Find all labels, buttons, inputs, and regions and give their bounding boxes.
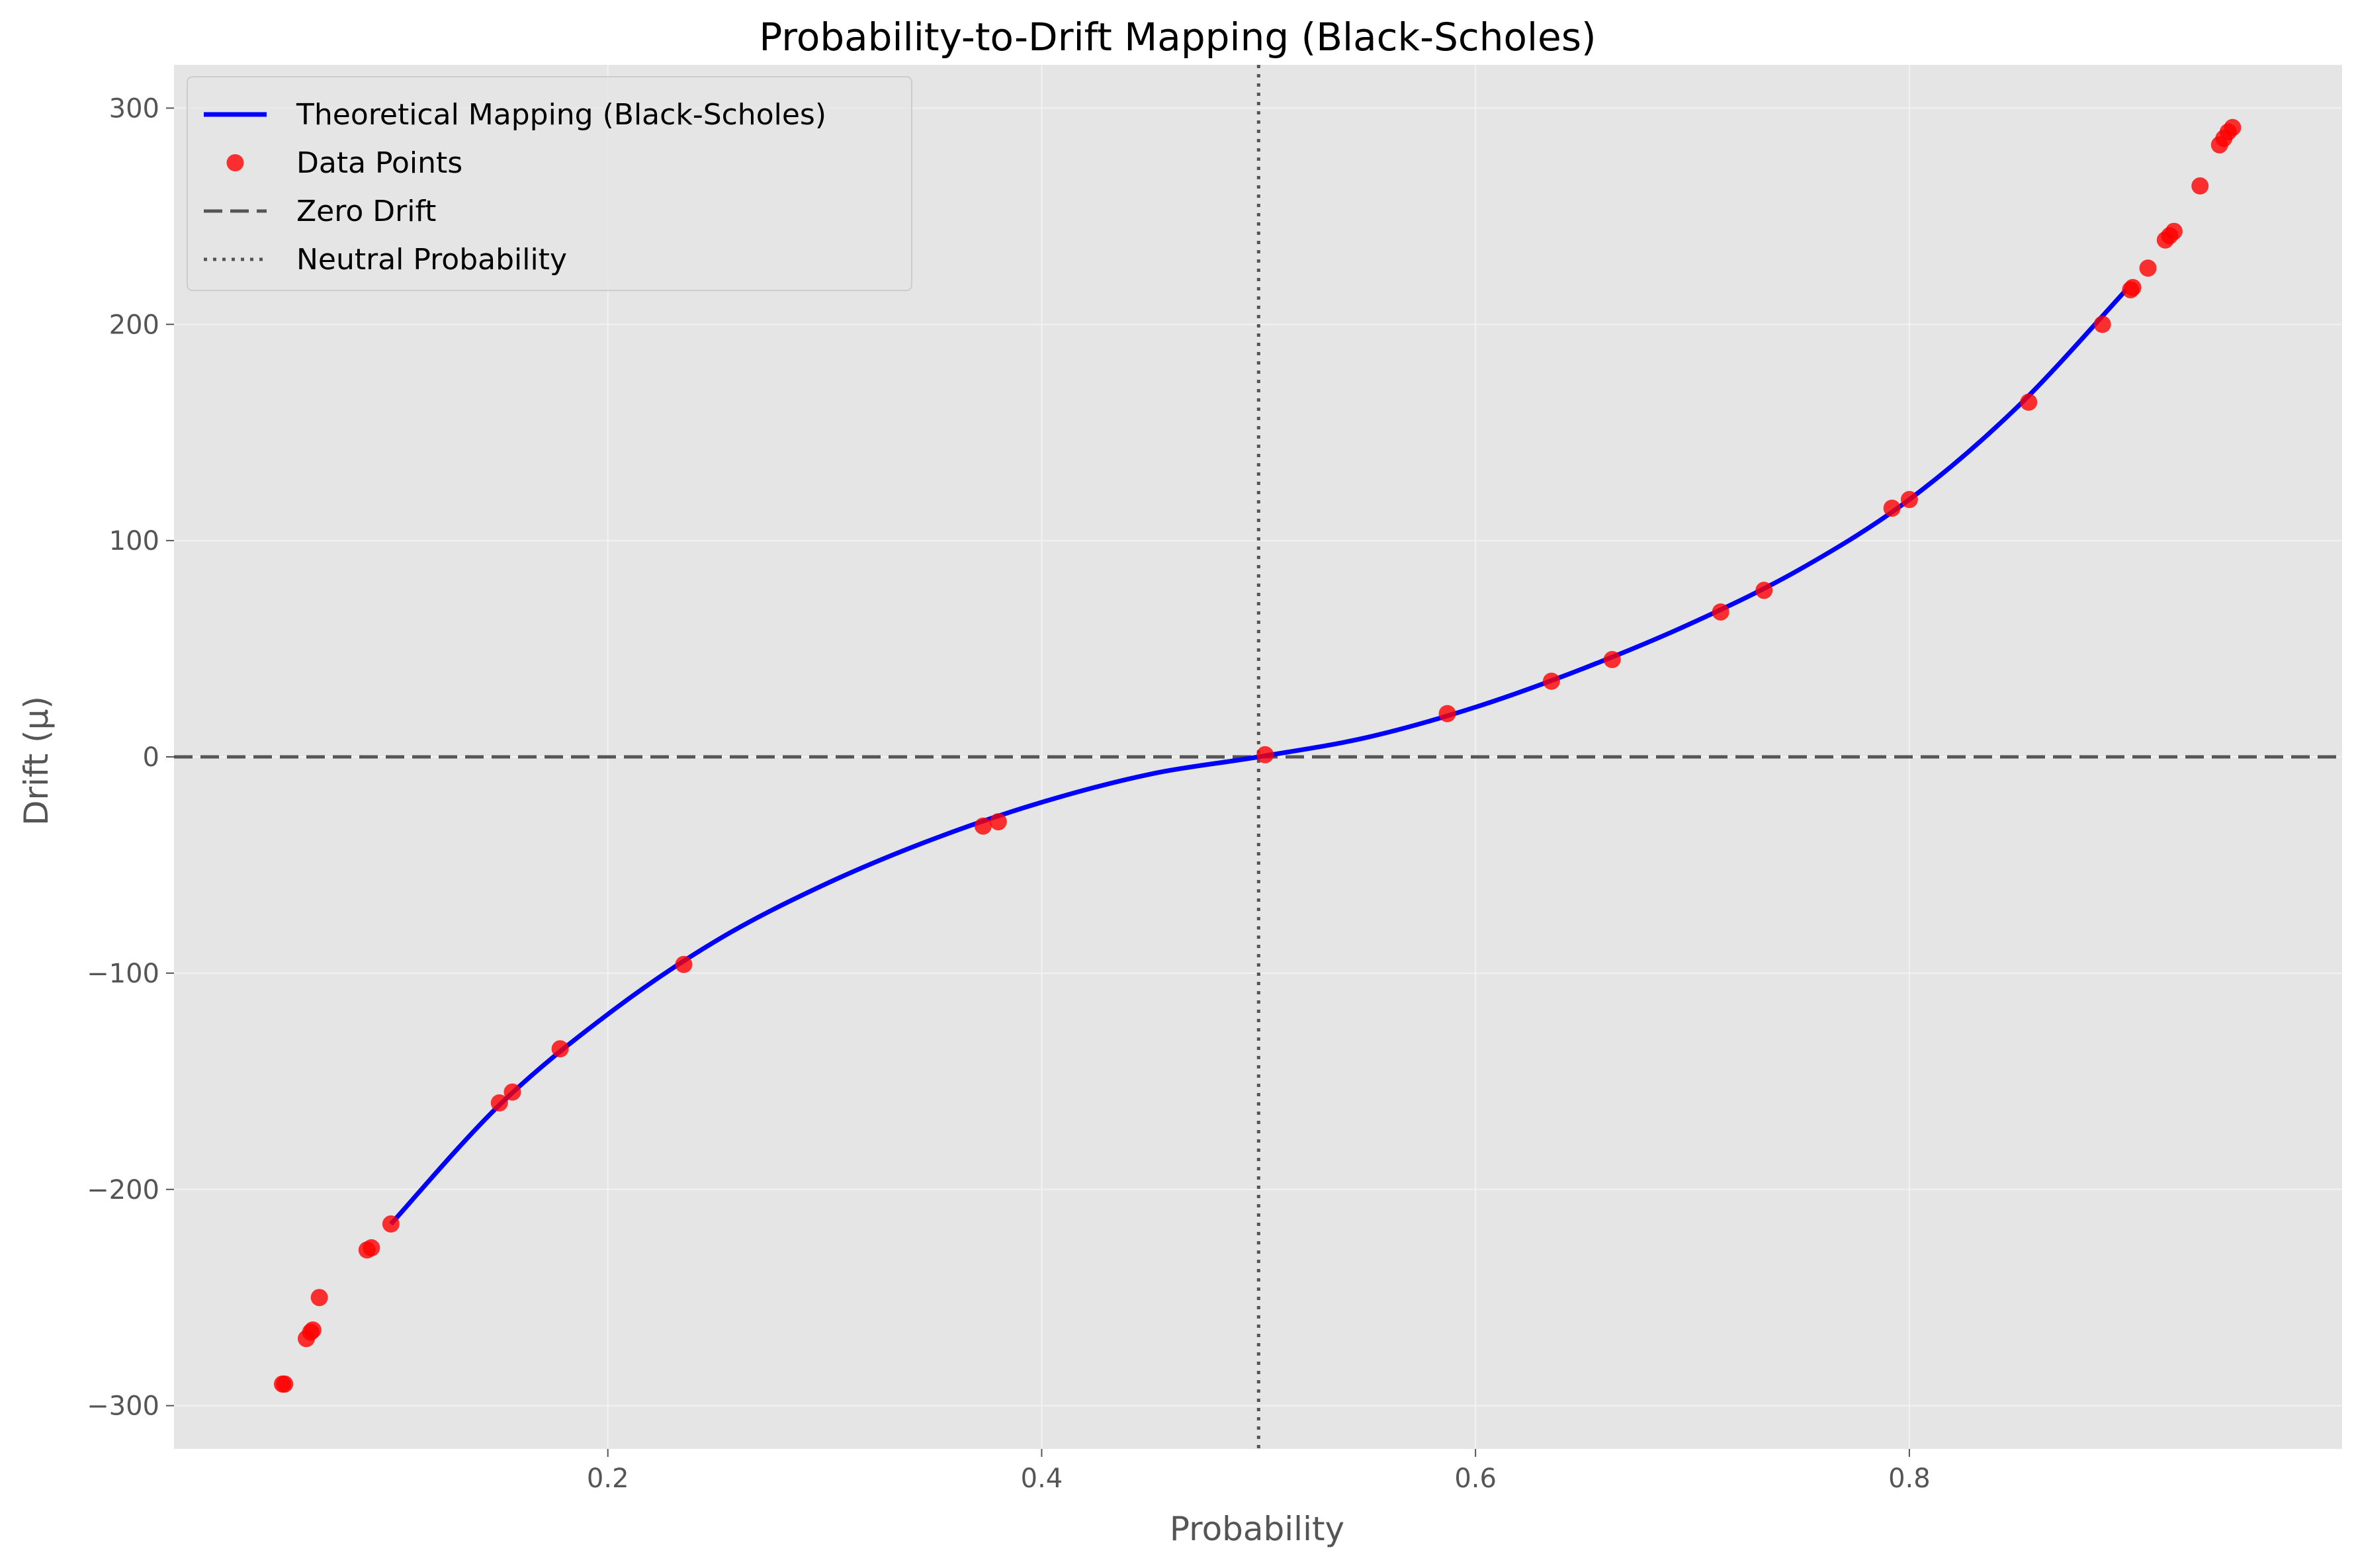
chart-title: Probability-to-Drift Mapping (Black-Scho… <box>759 15 1596 60</box>
data-point <box>974 817 992 835</box>
y-tick-label: 0 <box>143 742 159 773</box>
y-tick-label: −200 <box>87 1175 159 1205</box>
data-point <box>2139 259 2157 277</box>
data-point <box>1256 746 1274 763</box>
series <box>273 118 2242 1393</box>
y-tick-label: 300 <box>109 93 159 124</box>
x-tick-label: 0.8 <box>1888 1463 1931 1494</box>
ticks: 0.2 0.4 0.6 0.8 −300 −200 −100 0 100 200 300 <box>87 93 1931 1494</box>
data-point <box>1438 705 1456 722</box>
x-tick-label: 0.6 <box>1454 1463 1497 1494</box>
y-tick-label: −100 <box>87 959 159 989</box>
data-point <box>304 1321 322 1339</box>
y-tick-label: 200 <box>109 310 159 340</box>
legend-label: Neutral Probability <box>296 243 567 277</box>
y-tick-label: −300 <box>87 1391 159 1422</box>
data-point <box>989 813 1007 831</box>
data-point <box>2165 222 2183 240</box>
y-tick-label: 100 <box>109 526 159 556</box>
data-point <box>2124 279 2142 296</box>
legend: Theoretical Mapping (Black-Scholes) Data … <box>187 76 912 291</box>
data-point <box>551 1040 569 1058</box>
x-tick-label: 0.4 <box>1021 1463 1063 1494</box>
data-point <box>276 1375 294 1393</box>
data-point <box>2224 118 2242 136</box>
reference-lines <box>174 65 2342 1449</box>
data-point <box>310 1289 328 1307</box>
y-axis-label: Drift (μ) <box>17 696 56 826</box>
data-point <box>1603 650 1621 668</box>
data-point <box>2093 316 2111 333</box>
data-point <box>1755 582 1773 599</box>
legend-label: Data Points <box>296 146 462 180</box>
data-point <box>675 955 693 973</box>
data-point <box>363 1239 380 1257</box>
data-point <box>1712 603 1729 621</box>
data-point <box>382 1215 400 1233</box>
data-point <box>503 1083 521 1101</box>
x-axis-label: Probability <box>1170 1510 1344 1548</box>
data-point <box>2020 393 2038 411</box>
x-tick-label: 0.2 <box>587 1463 629 1494</box>
legend-box <box>187 76 912 291</box>
data-point <box>2191 177 2209 195</box>
data-point <box>1542 672 1560 690</box>
data-point <box>1900 491 1918 509</box>
legend-label: Zero Drift <box>296 195 436 228</box>
data-point <box>1883 500 1901 517</box>
data-point <box>490 1094 508 1111</box>
legend-label: Theoretical Mapping (Black-Scholes) <box>296 98 826 132</box>
legend-marker-handle <box>226 154 244 171</box>
